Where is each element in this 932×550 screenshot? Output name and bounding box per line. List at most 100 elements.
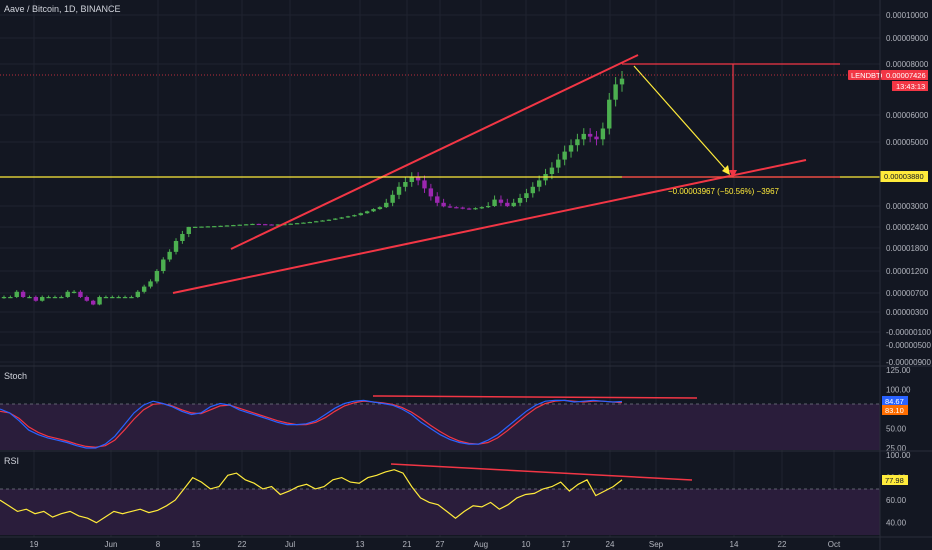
candle-body: [575, 139, 580, 146]
candle-body: [8, 297, 13, 299]
rsi-line: [0, 469, 623, 524]
candle-body: [231, 225, 236, 227]
stoch-tick-label: 100.00: [886, 386, 911, 395]
rsi-value: 77.98: [885, 476, 904, 485]
candle-body: [275, 224, 281, 226]
candle-body: [460, 207, 465, 209]
price-tick-label: 0.00000700: [886, 289, 929, 298]
candle-body: [403, 182, 408, 187]
time-tick-label: 8: [156, 540, 161, 549]
price-pane[interactable]: −0.00003967 (−50.56%) −3967 Aave / Bitco…: [0, 0, 931, 537]
candle-body: [122, 297, 128, 299]
candle-body: [390, 194, 395, 203]
candle-body: [205, 226, 211, 228]
candle-body: [243, 224, 249, 226]
price-tick-label: 0.00002400: [886, 223, 929, 232]
candle-body: [562, 151, 567, 160]
candle-body: [135, 291, 140, 297]
price-tick-label: -0.00000900: [886, 358, 931, 367]
candle-body: [524, 193, 529, 198]
projection-arrowhead: [722, 165, 730, 175]
candle-body: [97, 297, 102, 305]
stoch-tick-label: 125.00: [886, 366, 911, 375]
time-tick-label: 10: [522, 540, 531, 549]
price-tick-label: 0.00001800: [886, 244, 929, 253]
candle-body: [269, 224, 274, 226]
time-tick-label: 21: [403, 540, 412, 549]
candle-body: [428, 188, 434, 197]
candle-body: [607, 99, 612, 129]
candle-body: [294, 223, 300, 225]
time-tick-label: 14: [730, 540, 739, 549]
candle-body: [167, 251, 172, 260]
rsi-title: RSI: [4, 456, 19, 466]
candle-body: [530, 186, 536, 194]
candle-body: [141, 286, 147, 292]
candle-body: [237, 224, 242, 226]
price-axis[interactable]: 0.00010000 0.00009000 0.00008000 0.00006000…: [886, 11, 931, 367]
candle-body: [479, 207, 485, 209]
candle-body: [52, 297, 58, 299]
candle-body: [110, 297, 115, 299]
rsi-tick-label: 60.00: [886, 496, 907, 505]
candle-body: [282, 224, 287, 226]
candle-body: [587, 133, 593, 137]
level-tag-text: 0.00003880: [884, 172, 924, 181]
candle-body: [505, 202, 510, 207]
candle-body: [27, 297, 32, 299]
candle-body: [339, 217, 344, 219]
candle-body: [422, 180, 427, 189]
candle-body: [415, 177, 421, 181]
stoch-k-line: [0, 399, 623, 449]
lower-trendline[interactable]: [172, 159, 807, 294]
price-tick-label: 0.00009000: [886, 34, 929, 43]
candle-body: [1, 297, 7, 299]
stoch-d-tag: 83.10: [882, 405, 908, 415]
chart-title: Aave / Bitcoin, 1D, BINANCE: [4, 4, 121, 14]
candle-body: [466, 208, 472, 210]
candle-body: [613, 84, 618, 100]
candle-body: [173, 241, 179, 252]
candle-body: [103, 297, 109, 299]
stoch-tick-label: 50.00: [886, 425, 907, 434]
candle-body: [192, 226, 198, 228]
time-tick-label: 27: [436, 540, 445, 549]
candle-body: [20, 291, 26, 297]
rsi-divergence-line[interactable]: [390, 463, 693, 481]
candle-body: [218, 225, 223, 227]
price-tick-label: 0.00000300: [886, 308, 929, 317]
time-tick-label: 13: [356, 540, 365, 549]
stoch-divergence-line[interactable]: [372, 395, 698, 399]
candle-body: [116, 297, 121, 299]
candle-body: [78, 291, 83, 297]
stoch-k-value: 84.67: [885, 397, 904, 406]
candle-body: [148, 281, 153, 287]
stoch-d-value: 83.10: [885, 406, 904, 415]
price-tick-label: 0.00010000: [886, 11, 929, 20]
candle-body: [352, 215, 357, 217]
time-tick-label: 19: [30, 540, 39, 549]
stoch-band: [0, 404, 880, 450]
symbol-tag: LENDBTC: [848, 70, 887, 80]
last-price-tag: 0.00007426: [882, 70, 928, 80]
candle-body: [556, 159, 561, 168]
rsi-band: [0, 489, 880, 535]
countdown-tag: 13:43:13: [892, 81, 928, 91]
stoch-k-tag: 84.67: [882, 396, 908, 406]
time-tick-label: Jul: [285, 540, 295, 549]
upper-trendline[interactable]: [230, 54, 639, 250]
time-tick-label: 24: [606, 540, 615, 549]
projection-arrow[interactable]: [633, 65, 729, 173]
candle-body: [256, 223, 262, 226]
candle-body: [568, 145, 574, 152]
candle-body: [435, 196, 440, 203]
time-axis[interactable]: 19 Jun 8 15 22 Jul 13 21 27 Aug 10 17 24 Sep 14 22 Oct: [30, 540, 841, 549]
candle-body: [511, 202, 516, 207]
candle-body: [154, 271, 160, 282]
candle-body: [517, 198, 523, 203]
price-tick-label: 0.00006000: [886, 111, 929, 120]
candle-body: [409, 177, 414, 182]
